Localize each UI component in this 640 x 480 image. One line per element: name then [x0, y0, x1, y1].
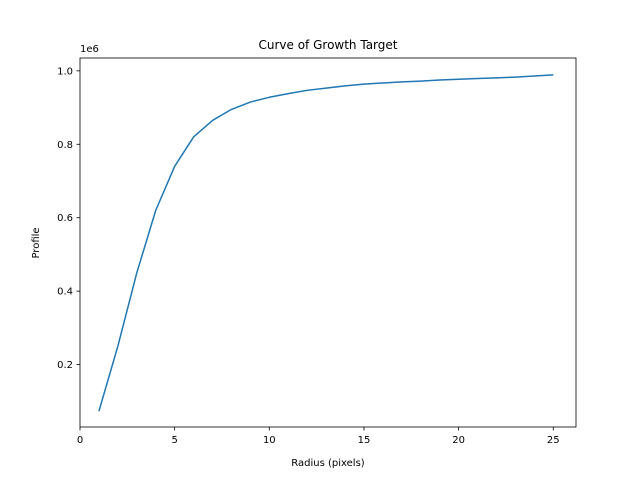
x-tick-label: 25 — [547, 435, 560, 446]
x-tick-label: 10 — [263, 435, 276, 446]
axes-frame — [79, 57, 577, 428]
x-tick-label: 15 — [358, 435, 371, 446]
y-axis-offset-label: 1e6 — [80, 44, 99, 55]
y-axis-label: Profile — [31, 227, 42, 258]
x-axis-label: Radius (pixels) — [291, 458, 364, 469]
y-axis-ticks: 0.2 0.4 0.6 0.8 1.0 — [57, 66, 80, 371]
y-tick-label: 1.0 — [57, 66, 73, 77]
x-axis-ticks: 0 5 10 15 20 25 — [77, 427, 560, 446]
y-tick-label: 0.4 — [57, 287, 73, 298]
x-tick-label: 5 — [171, 435, 177, 446]
series-line — [98, 74, 554, 412]
y-tick-label: 0.2 — [57, 360, 73, 371]
x-tick-label: 0 — [77, 435, 83, 446]
y-tick-label: 0.6 — [57, 213, 73, 224]
y-tick-label: 0.8 — [57, 140, 73, 151]
x-tick-label: 20 — [452, 435, 465, 446]
chart-title: Curve of Growth Target — [259, 38, 398, 52]
plot-area — [98, 74, 554, 412]
